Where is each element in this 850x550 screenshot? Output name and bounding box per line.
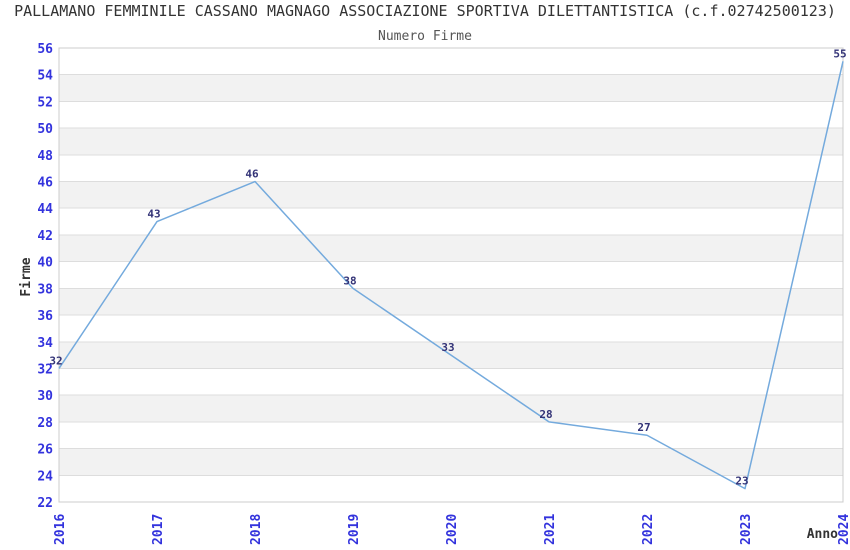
data-point-label: 33 — [441, 341, 454, 354]
y-tick-label: 36 — [37, 309, 53, 324]
band-row — [59, 181, 843, 209]
y-tick-label: 42 — [37, 229, 53, 244]
y-tick-label: 32 — [37, 362, 53, 377]
x-tick-label: 2022 — [641, 514, 656, 545]
data-point-label: 28 — [539, 408, 552, 421]
y-tick-label: 40 — [37, 256, 53, 271]
plot-frame — [58, 47, 844, 503]
y-tick-label: 48 — [37, 149, 53, 164]
data-point-label: 46 — [245, 168, 259, 181]
chart-title: PALLAMANO FEMMINILE CASSANO MAGNAGO ASSO… — [14, 2, 836, 20]
y-axis-title: Firme — [19, 257, 34, 296]
chart-subtitle: Numero Firme — [378, 29, 472, 44]
data-point-label: 23 — [735, 475, 748, 488]
line-series — [58, 61, 844, 490]
x-tick-label: 2018 — [249, 514, 264, 545]
y-tick-label: 46 — [37, 176, 53, 191]
band-row — [59, 395, 843, 422]
band-row — [59, 128, 843, 155]
data-point-label: 55 — [833, 47, 846, 60]
y-tick-label: 44 — [37, 202, 53, 217]
x-tick-label: 2020 — [445, 514, 460, 545]
data-point-label: 27 — [637, 421, 650, 434]
y-tick-label: 34 — [37, 336, 53, 351]
y-tick-label: 38 — [37, 282, 53, 297]
data-point-label: 43 — [147, 208, 160, 221]
x-tick-label: 2021 — [543, 514, 558, 545]
y-tick-label: 54 — [37, 69, 53, 84]
y-tick-label: 30 — [37, 389, 53, 404]
band-row — [59, 288, 843, 316]
data-point-label: 32 — [49, 354, 62, 367]
y-tick-label: 22 — [37, 496, 53, 511]
band-row — [59, 234, 843, 262]
y-tick-label: 26 — [37, 443, 53, 458]
band-row — [59, 74, 843, 102]
y-tick-label: 56 — [37, 42, 53, 57]
x-tick-label: 2017 — [151, 514, 166, 545]
x-tick-label: 2023 — [739, 514, 754, 545]
x-axis-title: Anno — [807, 527, 838, 542]
x-tick-label: 2016 — [53, 514, 68, 545]
y-tick-label: 52 — [37, 95, 53, 110]
y-tick-label: 24 — [37, 469, 53, 484]
plot-area: 22 24 26 28 30 32 34 36 38 40 42 44 46 48 50 52 54 56 2016… — [37, 42, 850, 545]
x-tick-label: 2024 — [837, 514, 850, 545]
x-tick-label: 2019 — [347, 514, 362, 545]
data-point-label: 38 — [343, 274, 356, 287]
y-tick-label: 50 — [37, 122, 53, 137]
y-tick-label: 28 — [37, 416, 53, 431]
band-row — [59, 448, 843, 476]
